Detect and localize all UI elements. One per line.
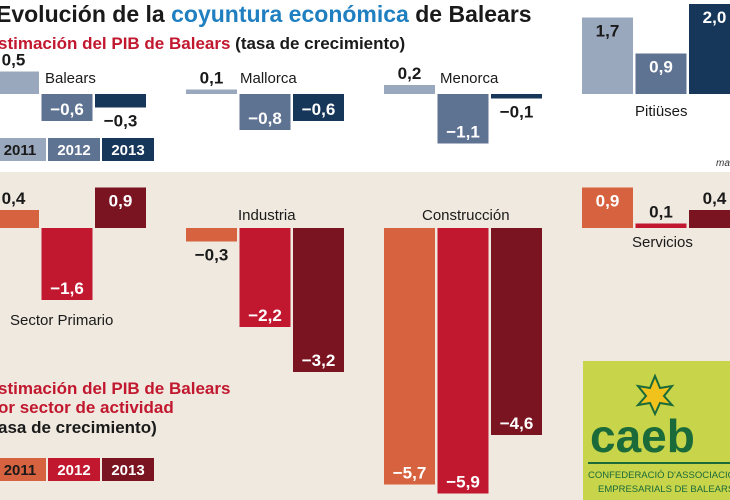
legend-label: 2013 xyxy=(111,462,144,479)
bar-2012-balears xyxy=(41,94,93,121)
legend-label: 2013 xyxy=(111,142,144,159)
category-label: Mallorca xyxy=(240,70,297,87)
value-label: −4,6 xyxy=(500,414,534,433)
logo-line2: EMPRESARIALS DE BALEARS xyxy=(598,484,730,495)
bar-2011-mallorca xyxy=(186,89,237,94)
value-label: 1,7 xyxy=(596,22,620,41)
legend-label: 2012 xyxy=(57,462,90,479)
bar-2011-construcción xyxy=(384,228,435,485)
bar-2013-construcción xyxy=(491,228,542,435)
legend-swatch-2012 xyxy=(48,458,100,481)
bottom-chart-subtitle: asa de crecimiento) xyxy=(0,418,157,437)
bar-2012-menorca xyxy=(437,94,489,144)
bar-2012-servicios xyxy=(635,223,687,228)
value-label: 0,1 xyxy=(200,69,224,88)
value-label: −5,9 xyxy=(446,473,480,492)
value-label: −0,3 xyxy=(195,246,229,265)
value-label: 0,9 xyxy=(109,192,133,211)
category-label: Servicios xyxy=(632,234,693,251)
bar-2013-mallorca xyxy=(293,94,344,121)
bar-2012-pitiüses xyxy=(635,53,687,94)
category-label: Menorca xyxy=(440,70,499,87)
value-label: 0,9 xyxy=(649,58,673,77)
value-label: −0,6 xyxy=(50,100,84,119)
caeb-logo: caeb CONFEDERACIÓ D'ASSOCIACIONS EMPRESA… xyxy=(583,361,730,500)
bar-2011-servicios xyxy=(582,187,633,228)
bar-2013-sector-primario xyxy=(95,187,146,228)
bar-2011-industria xyxy=(186,228,237,242)
value-label: 2,0 xyxy=(703,8,727,27)
value-label: 0,4 xyxy=(2,189,26,208)
legend-swatch-2013 xyxy=(102,458,154,481)
logo-wordmark: caeb xyxy=(590,410,695,462)
legend-swatch-2011 xyxy=(0,138,46,161)
legend-swatch-2011 xyxy=(0,458,46,481)
category-label: Sector Primario xyxy=(10,312,113,329)
bar-2013-pitiüses xyxy=(689,4,730,94)
bar-2011-sector-primario xyxy=(0,210,39,228)
value-label: −0,8 xyxy=(248,109,282,128)
value-label: 0,4 xyxy=(703,189,727,208)
value-label: −0,3 xyxy=(104,112,138,131)
bar-2011-pitiüses xyxy=(582,17,633,94)
bar-2013-servicios xyxy=(689,210,730,228)
value-label: −1,1 xyxy=(446,123,480,142)
legend-label: 2012 xyxy=(57,142,90,159)
top-chart-bars: 0,5 0,1 0,2 1,7 −0,6 −0,8 −1,1 0,9 −0,3 −0,6 −0,1 2… xyxy=(0,4,730,161)
value-label: −1,6 xyxy=(50,279,84,298)
value-label: 0,5 xyxy=(2,51,26,70)
source-credit: ma xyxy=(716,158,730,169)
bottom-chart-bars: 0,4 −0,3 −5,7 0,9 −1,6 −2,2 −5,9 0,1 0,9 −3,2 −4,6… xyxy=(0,187,730,494)
bar-2012-construcción xyxy=(437,228,489,494)
value-label: −5,7 xyxy=(393,464,427,483)
bottom-chart-title-line2: or sector de actividad xyxy=(0,398,174,417)
value-label: −0,1 xyxy=(500,103,534,122)
value-label: 0,2 xyxy=(398,64,422,83)
legend-swatch-2013 xyxy=(102,138,154,161)
category-label: Industria xyxy=(238,207,296,224)
category-label: Construcción xyxy=(422,207,510,224)
bar-2011-menorca xyxy=(384,85,435,94)
bar-2012-industria xyxy=(239,228,291,327)
value-label: −0,6 xyxy=(302,100,336,119)
bar-2011-balears xyxy=(0,71,39,94)
bottom-chart-title-line1: stimación del PIB de Balears xyxy=(0,379,230,398)
bar-2013-menorca xyxy=(491,94,542,99)
legend-label: 2011 xyxy=(4,462,37,479)
value-label: −2,2 xyxy=(248,306,282,325)
bar-2013-industria xyxy=(293,228,344,372)
top-chart-title: stimación del PIB de Balears (tasa de cr… xyxy=(0,34,405,53)
category-label: Pitiüses xyxy=(635,103,688,120)
logo-line1: CONFEDERACIÓ D'ASSOCIACIONS xyxy=(588,470,730,481)
legend-swatch-2012 xyxy=(48,138,100,161)
bar-2013-balears xyxy=(95,94,146,108)
value-label: 0,9 xyxy=(596,192,620,211)
bar-2012-mallorca xyxy=(239,94,291,130)
value-label: −3,2 xyxy=(302,351,336,370)
page-title: Evolución de la coyuntura económica de B… xyxy=(0,1,532,27)
category-label: Balears xyxy=(45,70,96,87)
star-icon xyxy=(635,373,675,417)
legend-label: 2011 xyxy=(4,142,37,159)
bar-2012-sector-primario xyxy=(41,228,93,300)
value-label: 0,1 xyxy=(649,203,673,222)
